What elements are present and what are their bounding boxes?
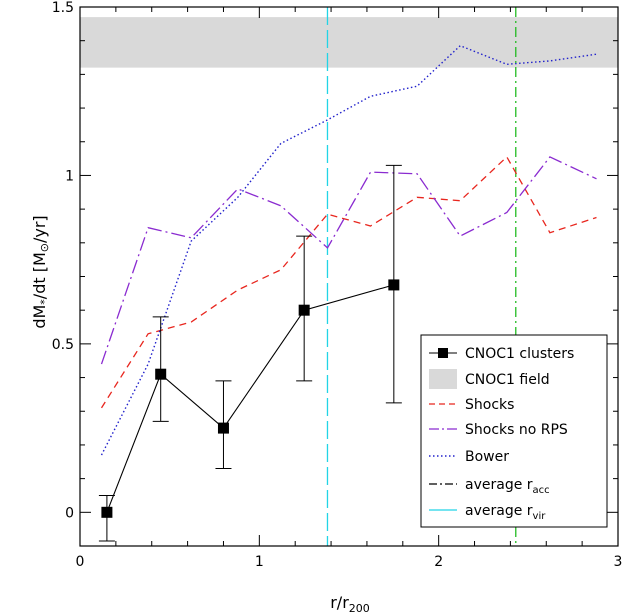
legend-label: Shocks no RPS <box>465 422 568 438</box>
legend-label: average racc <box>465 477 550 496</box>
legend-entry: CNOC1 clusters <box>429 346 574 362</box>
x-tick-label: 3 <box>614 554 623 570</box>
legend: CNOC1 clusters CNOC1 field Shocks Shocks no… <box>420 334 608 528</box>
data-point <box>388 279 400 291</box>
axes: 0 1 2 3 0 0.5 1 1.5 <box>52 0 623 570</box>
legend-label: average rvir <box>465 503 546 522</box>
data-point <box>217 422 229 434</box>
x-axis-label: r/r200 <box>330 593 370 615</box>
legend-label: CNOC1 clusters <box>465 346 574 362</box>
legend-swatch <box>429 369 457 389</box>
legend-label: CNOC1 field <box>465 372 550 388</box>
legend-entry: Shocks <box>429 397 514 413</box>
legend-label: Shocks <box>465 397 514 413</box>
legend-label: Bower <box>465 449 509 465</box>
legend-entry: Shocks no RPS <box>429 422 568 438</box>
y-tick-label: 0 <box>65 505 74 521</box>
field-band <box>80 17 618 68</box>
legend-box <box>420 334 608 528</box>
x-tick-label: 1 <box>255 554 264 570</box>
x-tick-label: 2 <box>434 554 443 570</box>
data-point <box>298 304 310 316</box>
y-tick-label: 0.5 <box>52 337 74 353</box>
y-tick-label: 1 <box>65 168 74 184</box>
series-line-shocks <box>100 155 597 409</box>
y-axis-label: dM*/dt [M⊙/yr] <box>30 215 51 328</box>
data-point <box>101 506 113 518</box>
series-line-cnoc1-clusters <box>106 284 394 513</box>
x-tick-label: 0 <box>76 554 85 570</box>
legend-entry: average rvir <box>429 503 546 522</box>
data-point <box>155 368 167 380</box>
legend-entry: CNOC1 field <box>429 369 550 389</box>
series-line-shocks-no-rps <box>100 156 597 365</box>
legend-marker <box>438 348 448 358</box>
legend-entry: Bower <box>429 449 509 465</box>
plot-area <box>80 7 618 546</box>
y-tick-label: 1.5 <box>52 0 74 16</box>
legend-entry: average racc <box>429 477 550 496</box>
